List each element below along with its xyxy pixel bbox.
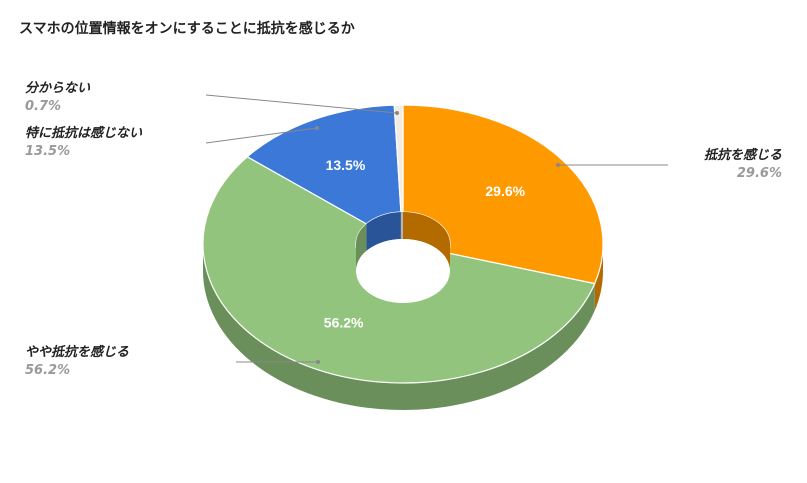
chart-title: スマホの位置情報をオンにすることに抵抗を感じるか (19, 21, 355, 37)
slice-4-leader-line (205, 94, 398, 114)
slice-4-category-label: 分からない (25, 81, 91, 96)
donut-hole-floor (356, 239, 450, 303)
donut-sides (203, 244, 603, 410)
slice-4-inner-side (400, 212, 403, 240)
slice-3-value-label: 13.5% (326, 157, 366, 173)
slice-2-value-label: 56.2% (324, 314, 364, 330)
slice-2-outer-side (203, 244, 595, 410)
donut-top (202, 104, 604, 384)
slice-4-leader-dot (395, 111, 399, 115)
slice-1-category-label: 抵抗を感じる (703, 148, 782, 163)
slice-1-value-label: 29.6% (485, 183, 525, 199)
slice-2-inner-side (355, 223, 367, 271)
slice-3-category-label: 特に抵抗は感じない (25, 126, 143, 141)
slice-1-outer-side (594, 244, 603, 311)
donut-data-labels: 29.6% 56.2% 13.5% (324, 157, 526, 331)
slice-1-top (402, 104, 604, 285)
slice-3-percent-label: 13.5% (25, 144, 71, 159)
slice-2-category-label: やや抵抗を感じる (25, 345, 130, 360)
slice-3-leader-line (205, 127, 318, 144)
slice-1-inner-side (403, 212, 450, 271)
callout-lines (205, 94, 668, 364)
slice-2-leader-dot (316, 360, 320, 364)
donut-hole (355, 212, 450, 303)
slice-2-percent-label: 56.2% (25, 363, 71, 378)
slice-4-percent-label: 0.7% (25, 99, 62, 114)
slice-1-percent-label: 29.6% (736, 166, 782, 181)
slice-3-inner-side (366, 212, 401, 251)
slice-1-leader-dot (556, 163, 560, 167)
slice-3-leader-dot (315, 126, 319, 130)
